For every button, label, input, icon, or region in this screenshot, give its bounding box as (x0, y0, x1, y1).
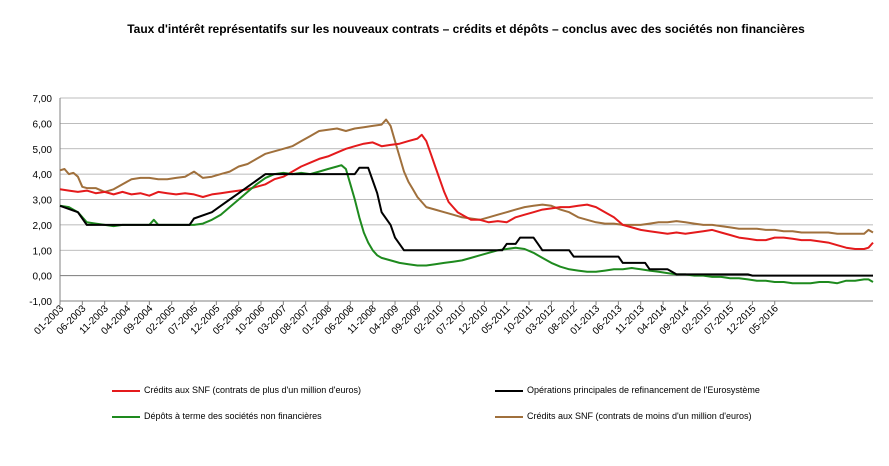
legend-item-term-deposits: Dépôts à terme des sociétés non financiè… (112, 409, 322, 423)
legend-item-credits-plus-million: Crédits aux SNF (contrats de plus d'un m… (112, 383, 361, 397)
y-tick-label: 4,00 (33, 170, 53, 181)
chart-legend: Crédits aux SNF (contrats de plus d'un m… (112, 379, 812, 429)
chart-title: Taux d'intérêt représentatifs sur les no… (127, 22, 805, 36)
series-line-credits-minus-million (59, 118, 874, 235)
legend-label-credits-minus-million: Crédits aux SNF (contrats de moins d'un … (527, 411, 752, 421)
legend-swatch-credits-minus-million (495, 415, 523, 418)
y-tick-label: 5,00 (33, 145, 53, 156)
y-tick-label: 0,00 (33, 272, 53, 283)
y-tick-label: 6,00 (33, 119, 53, 130)
y-tick-label: 2,00 (33, 221, 53, 232)
legend-swatch-refinancing (495, 389, 523, 392)
legend-swatch-credits-plus-million (112, 389, 140, 392)
series-line-credits-plus-million (59, 133, 874, 250)
y-tick-label: 7,00 (33, 94, 53, 105)
y-tick-label: 1,00 (33, 246, 53, 257)
y-tick-label: 3,00 (33, 196, 53, 207)
legend-label-credits-plus-million: Crédits aux SNF (contrats de plus d'un m… (144, 385, 362, 395)
y-tick-label: -1,00 (29, 297, 52, 308)
legend-label-term-deposits: Dépôts à terme des sociétés non financiè… (144, 411, 322, 421)
legend-item-refinancing: Opérations principales de refinancement … (495, 383, 760, 397)
series-line-term-deposits (59, 164, 874, 285)
legend-label-refinancing: Opérations principales de refinancement … (527, 385, 760, 395)
legend-swatch-term-deposits (112, 415, 140, 418)
series-line-refinancing (59, 166, 873, 277)
legend-item-credits-minus-million: Crédits aux SNF (contrats de moins d'un … (495, 409, 752, 423)
